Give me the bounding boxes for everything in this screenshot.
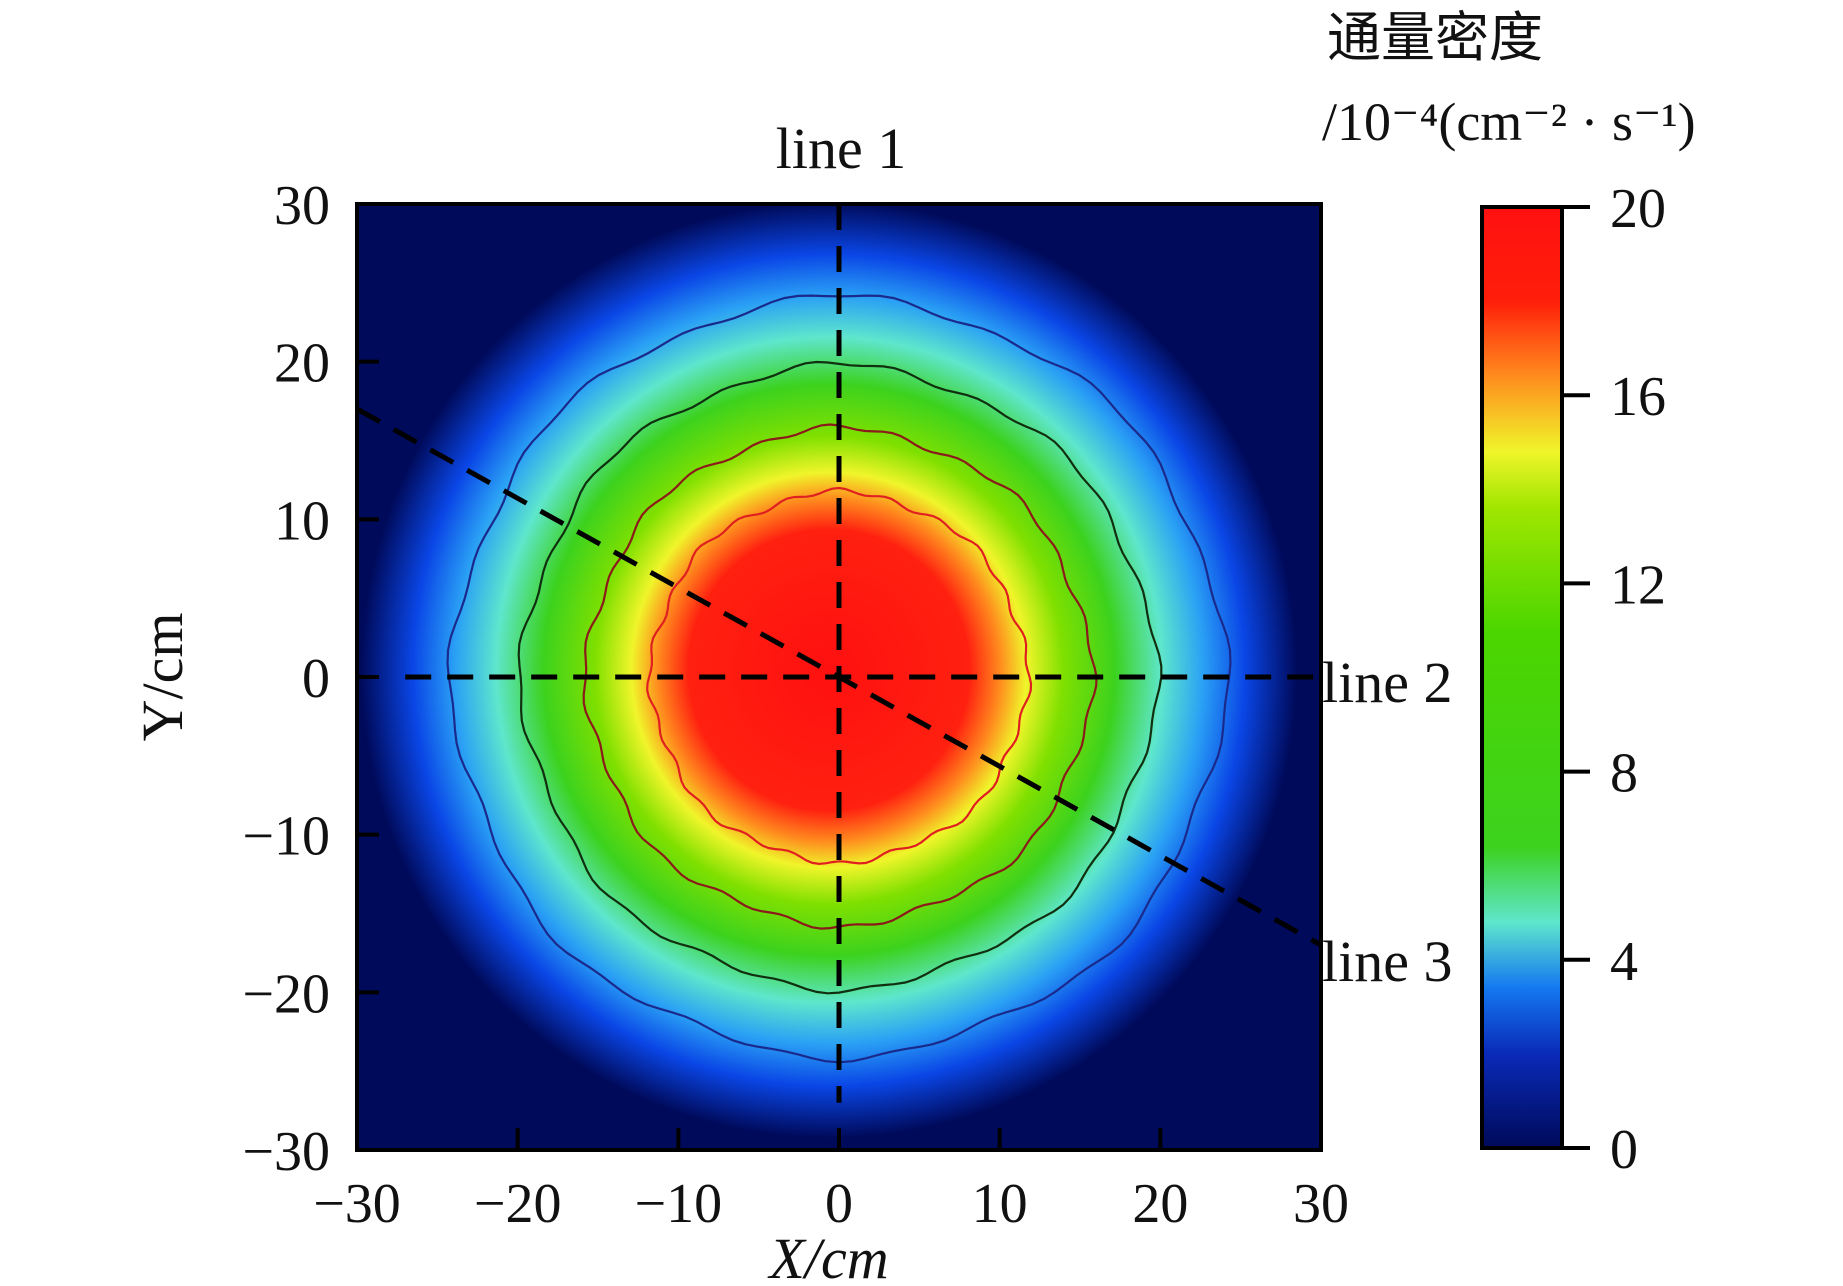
colorbar: 通量密度 /10⁻⁴(cm⁻² · s⁻¹) 0 4 8 12 16 20 [1322, 8, 1696, 1181]
y-tick-label: 20 [274, 333, 330, 395]
x-tick-label: 20 [1132, 1173, 1188, 1235]
contour-8 [517, 360, 1163, 995]
colorbar-tick-label: 12 [1610, 554, 1666, 616]
y-tick-label: −30 [242, 1121, 330, 1183]
profile-lines [357, 204, 1321, 1103]
colorbar-ticks: 0 4 8 12 16 20 [1562, 178, 1666, 1181]
y-tick-label: 30 [274, 175, 330, 237]
colorbar-tick-label: 16 [1610, 366, 1666, 428]
colorbar-tick-label: 0 [1610, 1119, 1638, 1181]
colorbar-gradient [1480, 205, 1564, 1150]
y-tick-label: −10 [242, 806, 330, 868]
line-2-label: line 2 [1322, 650, 1452, 715]
x-tick-label: −10 [635, 1173, 723, 1235]
colorbar-tick-label: 4 [1610, 931, 1638, 993]
colorbar-tick-label: 8 [1610, 743, 1638, 805]
colorbar-tick-label: 20 [1610, 178, 1666, 240]
line-1-label: line 1 [776, 116, 906, 181]
y-tick-label: 10 [274, 490, 330, 552]
line-3-label: line 3 [1322, 929, 1452, 994]
y-axis-label: Y/cm [130, 613, 195, 742]
x-tick-label: 10 [972, 1173, 1028, 1235]
contour-16 [646, 486, 1033, 866]
x-tick-label: −20 [474, 1173, 562, 1235]
x-tick-label: 30 [1293, 1173, 1349, 1235]
y-axis: −30 −20 −10 0 10 20 30 [242, 175, 379, 1183]
colorbar-title-line1: 通量密度 [1327, 8, 1543, 68]
x-tick-label: 0 [825, 1173, 853, 1235]
x-axis-label: X/cm [767, 1226, 888, 1286]
colorbar-title-line2: /10⁻⁴(cm⁻² · s⁻¹) [1322, 92, 1696, 152]
x-axis: −30 −20 −10 0 10 20 30 [313, 1128, 1349, 1235]
y-tick-label: −20 [242, 963, 330, 1025]
y-tick-label: 0 [302, 648, 330, 710]
profile-line-3 [357, 406, 1321, 948]
x-tick-label: −30 [313, 1173, 401, 1235]
plot-area [355, 202, 1323, 1152]
